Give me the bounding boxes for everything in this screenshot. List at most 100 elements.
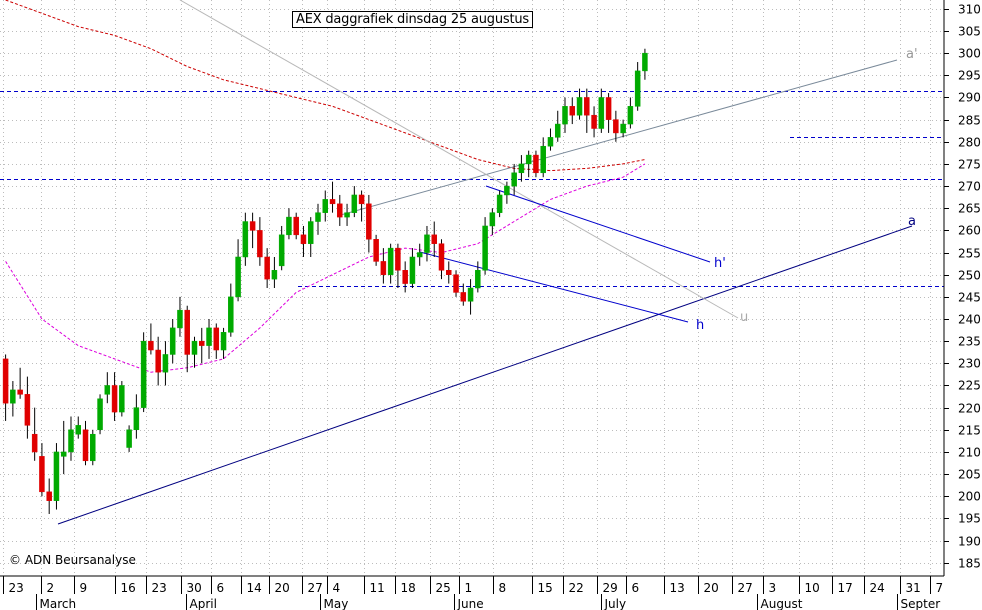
candle bbox=[554, 110, 561, 142]
y-tick-label: 310 bbox=[958, 3, 981, 17]
y-tick-label: 225 bbox=[958, 379, 981, 393]
x-tick-label: 1 bbox=[465, 581, 473, 595]
candle-body bbox=[24, 394, 31, 426]
month-label: March bbox=[40, 597, 77, 610]
y-tick-label: 240 bbox=[958, 313, 981, 327]
candle-body bbox=[39, 456, 45, 493]
x-tick-label: 15 bbox=[538, 581, 553, 595]
x-tick-label: 27 bbox=[308, 581, 323, 595]
y-tick-label: 205 bbox=[958, 468, 981, 482]
candle-body bbox=[402, 270, 408, 284]
candle bbox=[496, 190, 503, 218]
x-tick-label: 17 bbox=[838, 581, 853, 595]
candle bbox=[380, 248, 387, 284]
x-tick-label: 16 bbox=[121, 581, 136, 595]
candle bbox=[344, 203, 350, 226]
candle-body bbox=[540, 145, 546, 174]
candle-body bbox=[584, 97, 590, 116]
candle bbox=[438, 239, 445, 280]
candle-body bbox=[315, 212, 321, 222]
candle-body bbox=[395, 247, 401, 271]
month-label: May bbox=[324, 597, 349, 610]
candle bbox=[613, 110, 619, 142]
y-tick-label: 305 bbox=[958, 25, 981, 39]
candle bbox=[2, 354, 9, 421]
y-tick-label: 285 bbox=[958, 114, 981, 128]
candle-body bbox=[482, 225, 488, 271]
candle-body bbox=[460, 292, 467, 302]
candle bbox=[533, 150, 539, 178]
candle bbox=[482, 217, 488, 275]
candle bbox=[169, 319, 176, 364]
trend-label: a' bbox=[906, 47, 918, 62]
month-label: August bbox=[761, 597, 803, 610]
candle bbox=[75, 416, 81, 439]
candle bbox=[300, 225, 307, 257]
candle bbox=[199, 327, 205, 364]
candle-body bbox=[344, 212, 350, 218]
candle bbox=[634, 62, 641, 111]
candle bbox=[228, 283, 234, 337]
candle-body bbox=[111, 385, 118, 413]
moving-averages bbox=[5, 0, 646, 373]
resistance-line-a-prime bbox=[336, 59, 898, 217]
candle bbox=[373, 234, 379, 266]
x-tick-label: 18 bbox=[401, 581, 416, 595]
y-tick-label: 280 bbox=[958, 136, 981, 150]
candle bbox=[467, 279, 474, 315]
candle-body bbox=[140, 340, 147, 408]
candle-body bbox=[169, 327, 176, 355]
candle-body bbox=[257, 230, 263, 258]
candle-body bbox=[177, 309, 183, 329]
y-tick-label: 295 bbox=[958, 69, 981, 83]
x-tick-label: 24 bbox=[870, 581, 885, 595]
candle-body bbox=[264, 256, 270, 280]
candle bbox=[53, 443, 60, 510]
candle-body bbox=[431, 234, 437, 244]
candle-body bbox=[387, 247, 394, 275]
candle-body bbox=[148, 340, 154, 351]
candle-body bbox=[242, 221, 249, 258]
x-tick-label: 2 bbox=[47, 581, 55, 595]
candle-body bbox=[489, 212, 496, 227]
y-tick-label: 300 bbox=[958, 47, 981, 61]
support-line-a bbox=[57, 225, 913, 525]
candle bbox=[511, 163, 517, 195]
candle bbox=[351, 186, 358, 218]
candle-body bbox=[576, 97, 583, 116]
candle-body bbox=[104, 385, 111, 395]
y-tick-label: 270 bbox=[958, 180, 981, 194]
candle bbox=[271, 256, 278, 288]
candle-body bbox=[562, 106, 568, 125]
channel-line-h-prime bbox=[485, 185, 711, 263]
x-tick-label: 23 bbox=[152, 581, 167, 595]
candle bbox=[562, 97, 568, 133]
y-tick-label: 250 bbox=[958, 269, 981, 283]
candle bbox=[293, 212, 299, 240]
candle-body bbox=[307, 221, 314, 244]
candle-body bbox=[213, 327, 220, 351]
candle-body bbox=[68, 429, 74, 453]
ma-short-line bbox=[5, 163, 646, 373]
candle-body bbox=[60, 451, 67, 457]
candle-body bbox=[191, 340, 198, 355]
candle bbox=[140, 332, 147, 413]
x-tick-label: 20 bbox=[275, 581, 290, 595]
candles bbox=[2, 48, 648, 514]
month-label: Septer bbox=[901, 597, 941, 610]
candle bbox=[322, 190, 329, 222]
candle bbox=[387, 243, 394, 284]
candle-body bbox=[438, 243, 445, 271]
candle bbox=[489, 208, 496, 235]
candle-body bbox=[220, 332, 227, 351]
x-tick-label: 22 bbox=[569, 581, 584, 595]
candle-body bbox=[75, 425, 81, 435]
candle-body bbox=[453, 274, 459, 293]
candle-body bbox=[184, 309, 190, 355]
candle-body bbox=[518, 163, 525, 174]
y-tick-label: 190 bbox=[958, 535, 981, 549]
candle bbox=[17, 367, 23, 399]
y-tick-label: 260 bbox=[958, 224, 981, 238]
candle bbox=[576, 88, 583, 120]
candle bbox=[10, 381, 16, 417]
